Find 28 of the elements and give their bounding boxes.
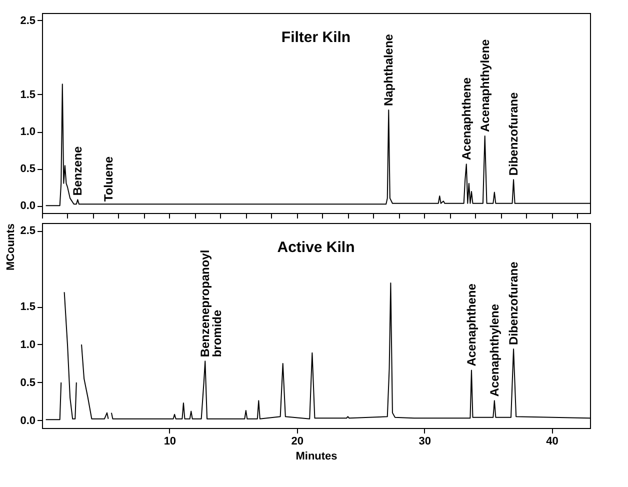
y-tick-label: 0.5: [20, 376, 36, 389]
y-tick-label: 2.5: [20, 225, 36, 238]
y-tick-label: 0.5: [20, 163, 36, 176]
x-tick-label: 30: [418, 436, 431, 448]
annotation: Benzene: [70, 146, 85, 196]
x-axis-title: Minutes: [296, 450, 338, 462]
annotation: Acenaphthylene: [487, 304, 502, 397]
y-tick-label: 1.0: [20, 126, 36, 138]
text: Filter Kiln: [281, 29, 351, 46]
annotation: Dibenzofurane: [506, 261, 521, 346]
y-tick-label: 1.0: [20, 338, 36, 351]
x-tick-label: 20: [291, 436, 304, 448]
text: Active Kiln: [277, 239, 355, 256]
y-tick-label: 0.0: [20, 200, 36, 212]
y-tick-label: 0.0: [20, 414, 36, 427]
annotation: Benzenepropanoyl bromide: [198, 250, 224, 358]
x-tick-label: 40: [546, 436, 558, 448]
y-tick-label: 1.5: [20, 301, 36, 314]
annotation: Acenaphthene: [459, 77, 474, 160]
annotation: Dibenzofurane: [506, 92, 521, 176]
annotation: Acenaphthylene: [478, 38, 492, 132]
x-tick-label: 10: [164, 436, 176, 448]
y-tick-label: 1.5: [20, 88, 36, 101]
annotation: Naphthalene: [382, 34, 396, 106]
y-axis-title: MCounts: [5, 224, 18, 271]
annotation: Toluene: [101, 156, 116, 202]
annotation: Acenaphthene: [464, 283, 478, 366]
y-tick-label: 2.5: [20, 14, 36, 27]
